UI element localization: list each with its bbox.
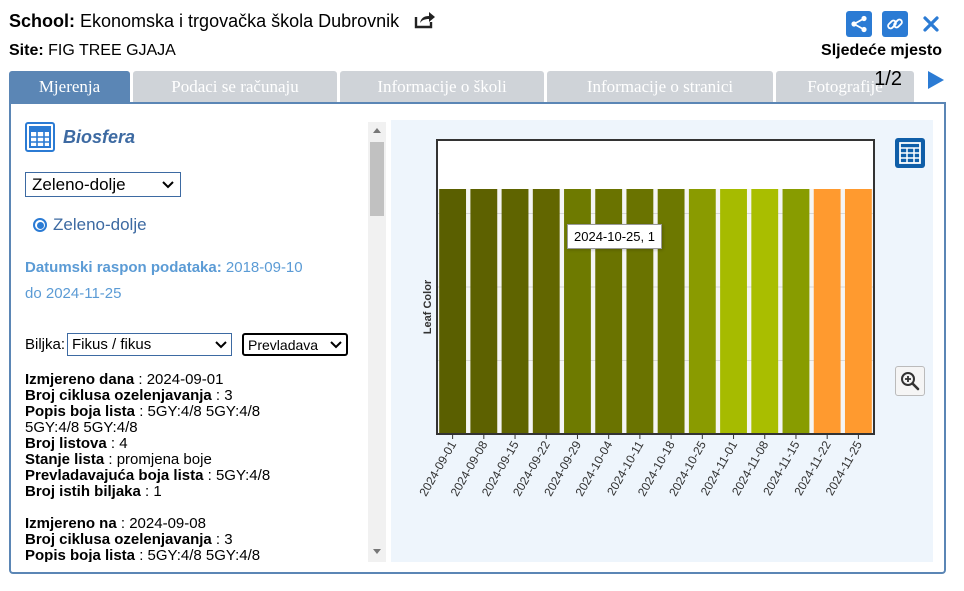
radio-selected-icon[interactable]	[33, 218, 47, 232]
chart-bar	[813, 189, 841, 434]
site-select[interactable]: Zeleno-dolje	[25, 172, 181, 197]
top-icon-bar	[846, 11, 944, 37]
site-label: Site:	[9, 42, 44, 59]
field-label: Stanje lista	[25, 451, 105, 468]
date-range-to-word: do	[25, 285, 42, 302]
radio-label: Zeleno-dolje	[53, 215, 147, 234]
field-label: Prevladavajuća boja lista	[25, 467, 204, 484]
chart-bar	[844, 189, 872, 434]
zoom-in-icon[interactable]	[895, 366, 925, 396]
leaf-color-chart: 2024-09-012024-09-082024-09-152024-09-22…	[416, 139, 875, 499]
chart-bar	[470, 189, 498, 434]
tab-site-info[interactable]: Informacije o stranici	[547, 71, 773, 102]
field-value: 2024-09-08	[129, 515, 206, 532]
next-place-label: Sljedeće mjesto	[821, 42, 942, 59]
plant-filter-row: Biljka: Fikus / fikus Prevladava	[25, 333, 367, 356]
chart-bar	[720, 189, 747, 434]
record-2: Izmjereno na : 2024-09-08 Broj ciklusa o…	[25, 515, 261, 563]
chart-bar	[439, 189, 467, 434]
chevron-down-icon	[162, 180, 174, 188]
site-select-value: Zeleno-dolje	[32, 174, 126, 194]
field-value: 5GY:4/8 5GY:4/8	[25, 419, 138, 436]
link-icon[interactable]	[882, 11, 908, 37]
measurement-list-panel: Biosfera Zeleno-dolje Zeleno-dolje Datum…	[25, 122, 367, 562]
scroll-up-icon[interactable]	[373, 128, 381, 133]
site-radio-option[interactable]: Zeleno-dolje	[33, 215, 367, 235]
school-header: School: Ekonomska i trgovačka škola Dubr…	[9, 11, 436, 34]
field-label: Izmjereno na	[25, 515, 117, 532]
record-1: Izmjereno dana : 2024-09-01 Broj ciklusa…	[25, 371, 271, 500]
chart-bar	[532, 189, 560, 434]
plant-select[interactable]: Fikus / fikus	[67, 333, 233, 356]
chart-bar	[657, 189, 685, 434]
tab-calculated-data[interactable]: Podaci se računaju	[133, 71, 337, 102]
school-name: Ekonomska i trgovačka škola Dubrovnik	[80, 11, 400, 31]
next-arrow-icon[interactable]	[928, 70, 944, 89]
dominant-select-value: Prevladava	[248, 336, 319, 353]
field-label: Broj ciklusa ozelenjavanja	[25, 531, 212, 548]
field-value: 5GY:4/8 5GY:4/8	[147, 547, 261, 563]
close-icon[interactable]	[918, 11, 944, 37]
chart-tooltip: 2024-10-25, 1	[567, 224, 662, 249]
scroll-down-icon[interactable]	[373, 549, 381, 554]
field-value: 5GY:4/8 5GY:4/8	[147, 403, 261, 420]
site-name: FIG TREE GJAJA	[48, 42, 176, 59]
field-label: Broj listova	[25, 435, 107, 452]
sphere-title: Biosfera	[25, 122, 367, 152]
field-value: 5GY:4/8	[215, 467, 271, 484]
field-value: 1	[153, 483, 162, 500]
plant-select-value: Fikus / fikus	[72, 336, 152, 353]
table-icon[interactable]	[25, 122, 55, 152]
plot-border	[436, 139, 875, 435]
main-panel: Biosfera Zeleno-dolje Zeleno-dolje Datum…	[9, 102, 946, 574]
field-label: Popis boja lista	[25, 403, 136, 420]
tab-school-info[interactable]: Informacije o školi	[340, 71, 544, 102]
date-range: Datumski raspon podataka: 2018-09-10 do …	[25, 255, 367, 307]
field-label: Broj istih biljaka	[25, 483, 141, 500]
export-icon[interactable]	[414, 11, 436, 34]
field-value: promjena boje	[116, 451, 212, 468]
y-axis-label: Leaf Color	[422, 279, 434, 334]
field-value: 4	[119, 435, 128, 452]
field-value: 3	[224, 387, 233, 404]
date-range-to: 2024-11-25	[45, 285, 122, 302]
site-header: Site: FIG TREE GJAJA	[9, 42, 176, 60]
chevron-down-icon	[330, 340, 342, 348]
share-icon[interactable]	[846, 11, 872, 37]
chevron-down-icon	[215, 340, 227, 348]
field-value: 2024-09-01	[146, 371, 224, 388]
chart-bar	[782, 189, 810, 434]
school-label: School:	[9, 11, 75, 31]
chart-area: 2024-09-01 2024-09-08 2024-09-15 2024-09-22…	[391, 120, 933, 562]
field-label: Izmjereno dana	[25, 371, 135, 388]
scrollbar[interactable]	[368, 122, 386, 562]
measurement-records: Izmjereno dana : 2024-09-01 Broj ciklusa…	[25, 371, 367, 563]
tab-measurements[interactable]: Mjerenja	[9, 71, 130, 102]
tab-bar: Mjerenja Podaci se računaju Informacije …	[9, 71, 914, 102]
pager-text: 1/2	[874, 68, 902, 90]
date-range-from: 2018-09-10	[225, 259, 303, 276]
scroll-thumb[interactable]	[370, 142, 384, 216]
dominant-color-select[interactable]: Prevladava	[242, 333, 349, 356]
chart-bar	[688, 189, 716, 434]
field-label: Popis boja lista	[25, 547, 136, 563]
field-label: Broj ciklusa ozelenjavanja	[25, 387, 212, 404]
table-view-icon[interactable]	[895, 138, 925, 168]
field-value: 3	[224, 531, 233, 548]
chart-bar	[501, 189, 529, 434]
tab-photos[interactable]: Fotografije	[776, 71, 914, 102]
sphere-name: Biosfera	[63, 126, 136, 147]
chart-bar	[751, 189, 779, 434]
plant-label: Biljka:	[25, 336, 66, 353]
date-range-label: Datumski raspon podataka:	[25, 259, 222, 276]
